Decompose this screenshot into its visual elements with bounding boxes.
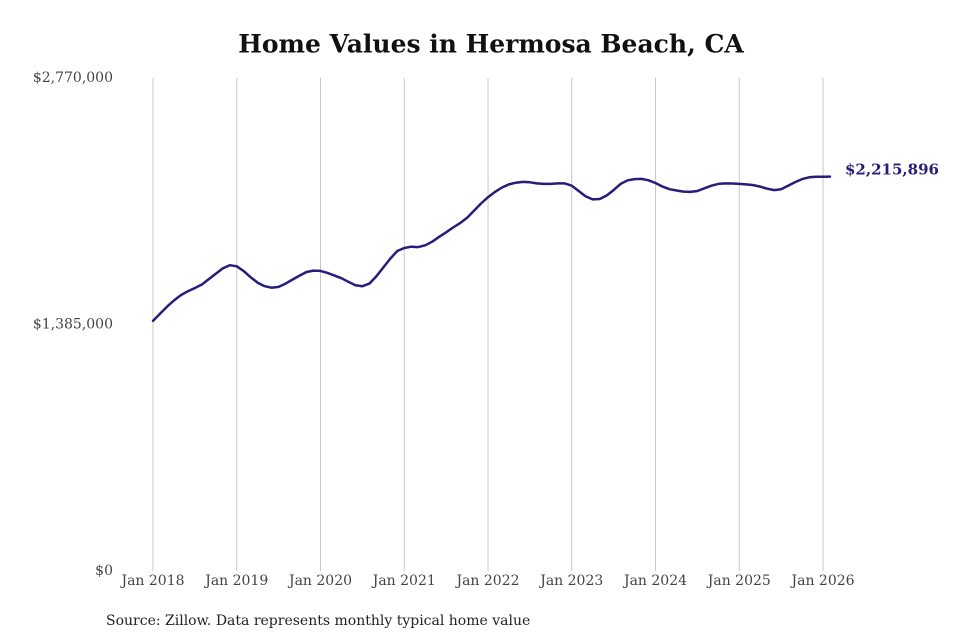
- data-line: [151, 175, 832, 323]
- y-tick-label: $1,385,000: [33, 317, 113, 333]
- x-tick-label: Jan 2021: [371, 573, 436, 589]
- y-tick-label: $0: [95, 563, 113, 579]
- x-tick-label: Jan 2019: [203, 573, 268, 589]
- source-note: Source: Zillow. Data represents monthly …: [106, 613, 530, 629]
- x-tick-label: Jan 2018: [119, 573, 184, 589]
- x-tick-label: Jan 2022: [454, 573, 519, 589]
- x-tick-label: Jan 2025: [706, 573, 771, 589]
- x-tick-label: Jan 2026: [789, 573, 854, 589]
- value-label: $2,215,896: [845, 161, 939, 179]
- x-tick-label: Jan 2023: [538, 573, 603, 589]
- x-tick-label: Jan 2024: [622, 573, 687, 589]
- x-tick-label: Jan 2020: [287, 573, 352, 589]
- y-tick-label: $2,770,000: [33, 70, 113, 86]
- chart-title: Home Values in Hermosa Beach, CA: [238, 30, 744, 59]
